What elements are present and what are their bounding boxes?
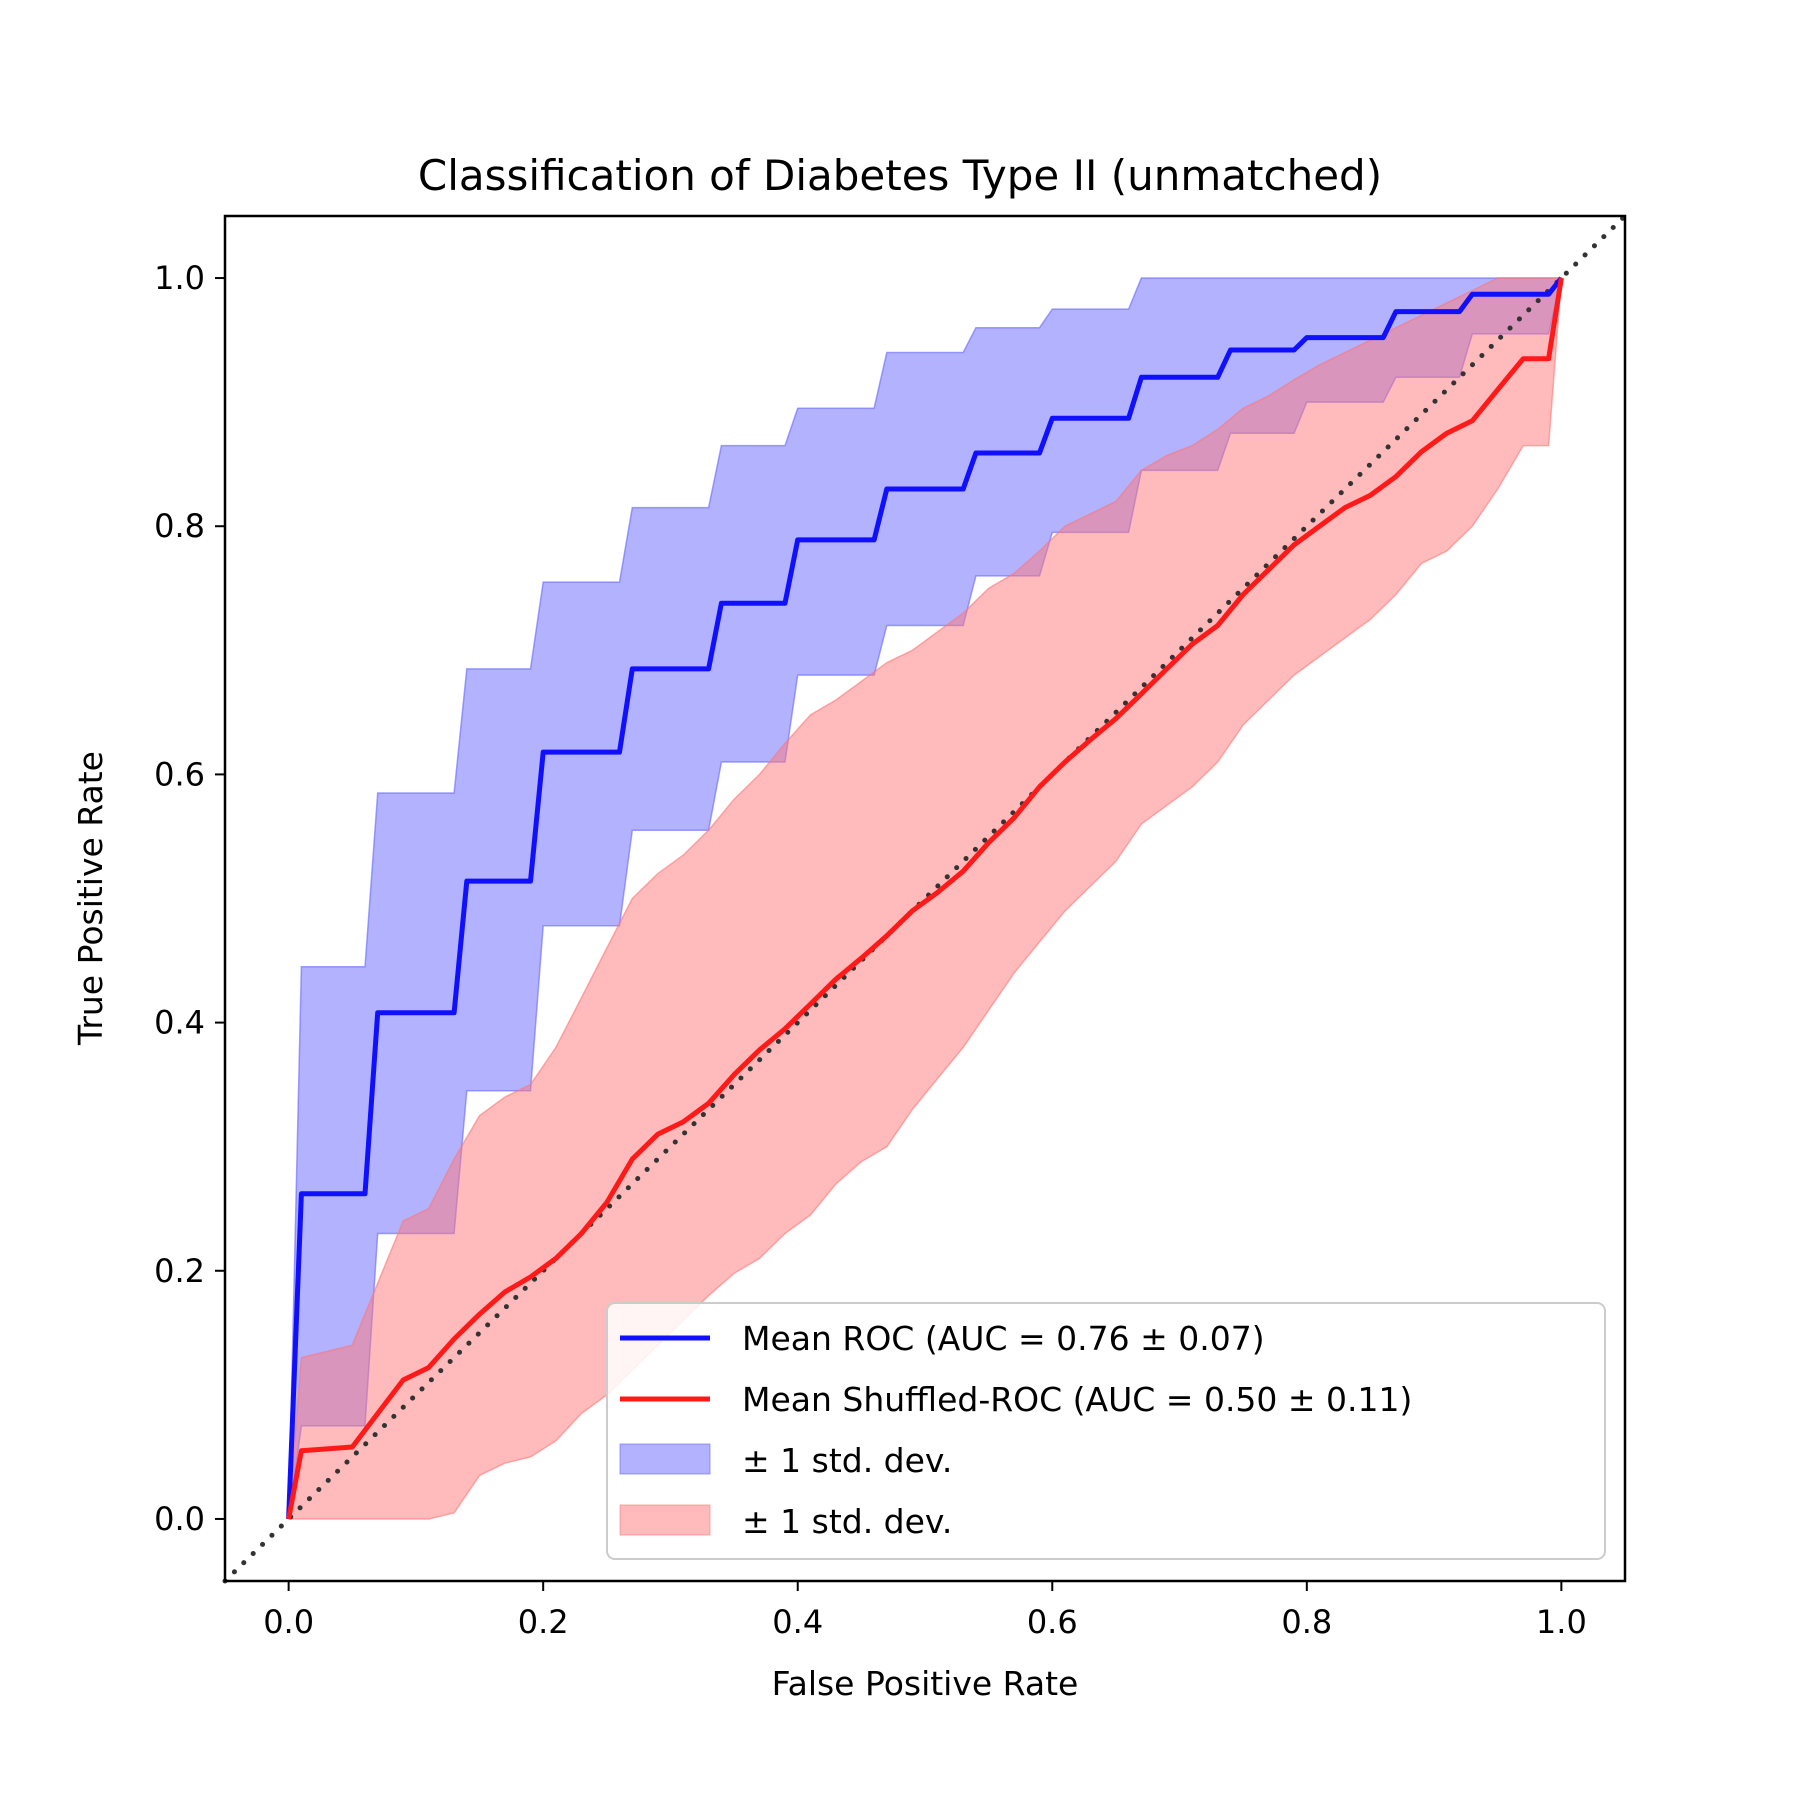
x-axis-title: False Positive Rate <box>772 1664 1079 1703</box>
legend-label-mean-shuffled-roc: Mean Shuffled-ROC (AUC = 0.50 ± 0.11) <box>742 1380 1412 1419</box>
y-tick-label-1-0: 1.0 <box>154 259 205 297</box>
legend-swatch-red-band <box>619 1504 711 1536</box>
x-tick-label-0-4: 0.4 <box>772 1603 823 1641</box>
y-tick-label-0-2: 0.2 <box>154 1252 205 1290</box>
legend-box <box>606 1302 1606 1560</box>
legend-swatch-blue-band <box>619 1443 711 1475</box>
mean-shuffled-roc-line <box>286 277 1564 1520</box>
y-tick-label-0-6: 0.6 <box>154 755 205 793</box>
y-tick-label-0-8: 0.8 <box>154 507 205 545</box>
plot-frame <box>223 214 1627 1583</box>
x-tick-label-1-0: 1.0 <box>1536 1603 1587 1641</box>
x-tick-label-0-0: 0.0 <box>263 1603 314 1641</box>
chance-diagonal <box>222 213 1628 1584</box>
roc-series <box>286 276 1564 1520</box>
x-axis: 0.0 0.2 0.4 0.6 0.8 1.0 <box>263 1581 1587 1641</box>
y-axis-title: True Positive Rate <box>71 751 110 1046</box>
x-tick-label-0-6: 0.6 <box>1027 1603 1078 1641</box>
legend-label-mean-roc: Mean ROC (AUC = 0.76 ± 0.07) <box>742 1319 1265 1358</box>
mean-roc-line <box>286 276 1564 1520</box>
y-tick-label-0-0: 0.0 <box>154 1500 205 1538</box>
y-axis: 0.0 0.2 0.4 0.6 0.8 1.0 <box>154 259 225 1538</box>
x-tick-label-0-2: 0.2 <box>518 1603 569 1641</box>
chart-title: Classification of Diabetes Type II (unma… <box>418 151 1382 200</box>
legend-label-blue-band: ± 1 std. dev. <box>742 1441 952 1480</box>
y-tick-label-0-4: 0.4 <box>154 1004 205 1042</box>
x-tick-label-0-8: 0.8 <box>1281 1603 1332 1641</box>
legend: Mean ROC (AUC = 0.76 ± 0.07) Mean Shuffl… <box>606 1302 1606 1560</box>
legend-label-red-band: ± 1 std. dev. <box>742 1502 952 1541</box>
chance-line <box>222 213 1628 1584</box>
